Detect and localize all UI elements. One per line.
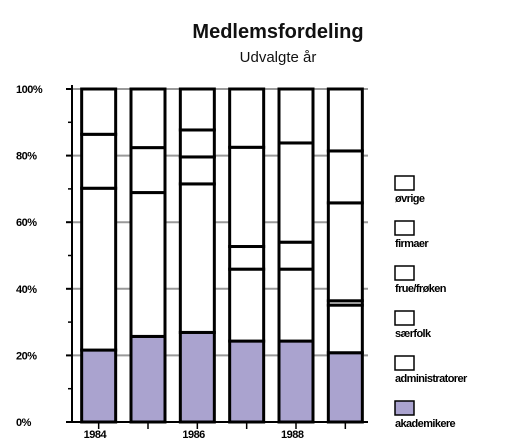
- legend-label: firmaer: [395, 238, 429, 250]
- legend: øvrige firmaer frue/frøken særfolk administr…: [394, 175, 469, 430]
- chart-subtitle: Udvalgte år: [240, 49, 317, 66]
- y-tick-label: 100%: [16, 84, 43, 96]
- legend-swatch: [394, 175, 415, 191]
- bar-segment: [326, 87, 364, 153]
- bar-segment: [178, 87, 216, 132]
- bar-segment: [178, 330, 216, 424]
- bar-segment: [228, 145, 266, 249]
- legend-label: øvrige: [395, 193, 425, 205]
- bar-segment: [228, 267, 266, 343]
- legend-swatch: [394, 310, 415, 326]
- bar-segment: [228, 339, 266, 424]
- legend-swatch: [394, 220, 415, 236]
- axes: 0% 20% 40% 60% 80% 100% 1984 1986 1988: [16, 84, 368, 441]
- bar-segment: [129, 87, 167, 150]
- y-tick-label: 0%: [16, 417, 32, 429]
- bar-segment: [277, 240, 315, 271]
- x-tick-label: 1988: [281, 429, 304, 441]
- legend-label: frue/frøken: [395, 283, 447, 295]
- y-tick-label: 80%: [16, 151, 37, 163]
- bar-segment: [80, 132, 118, 190]
- bar-segment: [178, 182, 216, 334]
- x-tick-label: 1986: [182, 429, 205, 441]
- bar-segment: [326, 351, 364, 424]
- bar-segment: [80, 348, 118, 424]
- legend-swatch: [394, 265, 415, 281]
- bar-segment: [277, 339, 315, 424]
- bar-segment: [277, 87, 315, 145]
- legend-label: særfolk: [395, 328, 432, 340]
- bar-segment: [228, 87, 266, 149]
- bar-segment: [326, 303, 364, 355]
- bar-segment: [178, 128, 216, 159]
- bar-segment: [129, 191, 167, 338]
- y-tick-label: 60%: [16, 217, 37, 229]
- bar-segment: [178, 155, 216, 186]
- legend-label: administratorer: [395, 373, 468, 385]
- bar-segment: [228, 245, 266, 271]
- bar-segment: [326, 201, 364, 303]
- bar-segment: [80, 186, 118, 352]
- legend-label: akademikere: [395, 418, 456, 430]
- chart-title: Medlemsfordeling: [192, 21, 363, 43]
- bar-segment: [80, 87, 118, 136]
- y-tick-label: 20%: [16, 350, 37, 362]
- bar-segment: [326, 149, 364, 205]
- legend-swatch: [394, 355, 415, 371]
- bar-segment: [277, 267, 315, 343]
- y-tick-label: 40%: [16, 284, 37, 296]
- legend-swatch: [394, 400, 415, 416]
- bar-segment: [129, 146, 167, 195]
- bar-segment: [129, 334, 167, 424]
- x-tick-label: 1984: [84, 429, 108, 441]
- bar-stacks: [80, 87, 364, 424]
- bar-segment: [277, 141, 315, 244]
